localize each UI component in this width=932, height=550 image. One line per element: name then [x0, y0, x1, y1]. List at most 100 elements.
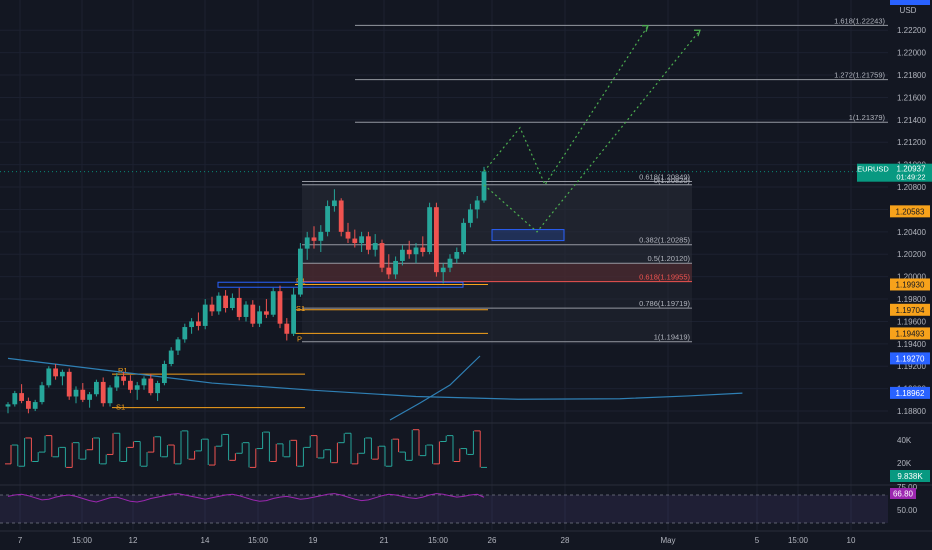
candle — [284, 318, 290, 341]
candle — [53, 364, 58, 380]
candle — [202, 299, 208, 330]
price-tick: 1.19800 — [897, 295, 926, 304]
candle — [236, 287, 242, 321]
candle — [372, 234, 378, 257]
price-tick: 1.20800 — [897, 183, 926, 192]
time-tick: 28 — [561, 536, 570, 545]
candle — [134, 381, 140, 400]
candle — [420, 236, 426, 257]
candle — [264, 299, 269, 319]
time-tick: 14 — [201, 536, 210, 545]
price-level-tag — [890, 386, 930, 399]
time-tick: 7 — [18, 536, 23, 545]
candle — [413, 243, 419, 264]
candle — [175, 337, 181, 356]
fib-level-label: 0.5(1.20120) — [647, 254, 690, 263]
candle — [352, 229, 358, 248]
candle — [434, 202, 439, 277]
candle — [148, 374, 154, 396]
candle — [87, 392, 92, 408]
moving-average-line — [7, 357, 743, 400]
candle — [250, 300, 256, 328]
volume-tick: 40K — [897, 436, 912, 445]
time-tick: 15:00 — [248, 536, 269, 545]
fib-zone — [302, 184, 692, 342]
candle — [304, 231, 310, 260]
candle — [406, 240, 412, 259]
price-level-value: 1.19704 — [896, 306, 925, 315]
volume-panel: 40K 20K 9.838K — [0, 422, 932, 482]
forecast-path — [0, 25, 888, 233]
time-tick: 26 — [488, 536, 497, 545]
candle — [168, 347, 174, 367]
candle — [474, 196, 480, 219]
candle — [5, 402, 11, 414]
price-axis[interactable]: 1.22200 1.22000 1.21800 1.21600 1.21400 1.212… — [857, 0, 932, 416]
pivot-label: P — [297, 334, 302, 343]
rsi-tick: 50.00 — [897, 506, 918, 515]
fib-level-label: 0.618(1.20849) — [639, 173, 690, 182]
candle — [468, 203, 473, 228]
candle — [209, 296, 215, 316]
support-box — [217, 281, 464, 288]
price-tick: 1.21600 — [897, 93, 926, 102]
candle — [447, 254, 453, 273]
rsi-band — [0, 495, 888, 523]
time-axis[interactable]: 7 15:00 12 14 15:00 19 21 15:00 26 28 May 5 15:00 10 — [0, 530, 932, 545]
candle — [277, 285, 283, 329]
candle — [270, 287, 276, 317]
symbol-price-tag — [857, 163, 932, 182]
fib-level-label: 0.786(1.19719) — [639, 299, 690, 308]
pivot-label: S1 — [296, 304, 305, 313]
time-tick: May — [660, 536, 675, 545]
forecast-arrow-b — [694, 29, 701, 37]
time-tick: 21 — [380, 536, 389, 545]
candle — [128, 375, 133, 394]
fib-zone-golden — [302, 263, 692, 282]
forecast-arrow-a — [642, 25, 649, 32]
volume-last-tag — [890, 470, 930, 482]
current-price-label: 1.20937 — [897, 165, 926, 174]
fib-level-label: 1.618(1.22243) — [834, 16, 885, 25]
rsi-last-value: 66.80 — [893, 490, 914, 499]
price-tick: 1.20000 — [897, 273, 926, 282]
target-box — [491, 229, 565, 242]
candle — [427, 202, 432, 255]
rsi-last-tag — [890, 488, 916, 499]
candle — [332, 189, 337, 212]
candle — [216, 292, 222, 315]
price-tick: 1.22000 — [897, 49, 926, 58]
price-tick: 1.22200 — [897, 26, 926, 35]
candle — [454, 247, 460, 264]
candle — [19, 384, 24, 404]
candle — [325, 200, 330, 237]
candle — [73, 386, 79, 404]
candle — [121, 371, 126, 386]
time-tick: 15:00 — [788, 536, 809, 545]
pivot-label: R1 — [118, 366, 128, 375]
volume-last-value: 9.838K — [897, 472, 923, 481]
candle — [94, 379, 99, 397]
forecast-line-b — [483, 29, 701, 233]
candle — [393, 256, 398, 279]
candlesticks — [5, 166, 487, 414]
fib-level-label: 0.382(1.20285) — [639, 236, 690, 245]
candle — [311, 226, 317, 249]
candle — [141, 376, 147, 390]
candle — [162, 360, 167, 386]
candle — [39, 381, 45, 405]
candle — [359, 231, 364, 252]
candle — [189, 318, 194, 334]
rsi-panel: 75.00 50.00 66.80 — [0, 483, 932, 524]
candle — [196, 312, 201, 331]
time-tick: 15:00 — [72, 536, 93, 545]
price-tick: 1.20200 — [897, 250, 926, 259]
price-level-value: 1.20583 — [896, 207, 925, 216]
candle — [291, 287, 296, 336]
time-tick: 5 — [755, 536, 760, 545]
price-level-value: 1.18962 — [896, 389, 925, 398]
candle — [100, 377, 106, 407]
price-tick: 1.20400 — [897, 228, 926, 237]
candle — [32, 399, 38, 412]
